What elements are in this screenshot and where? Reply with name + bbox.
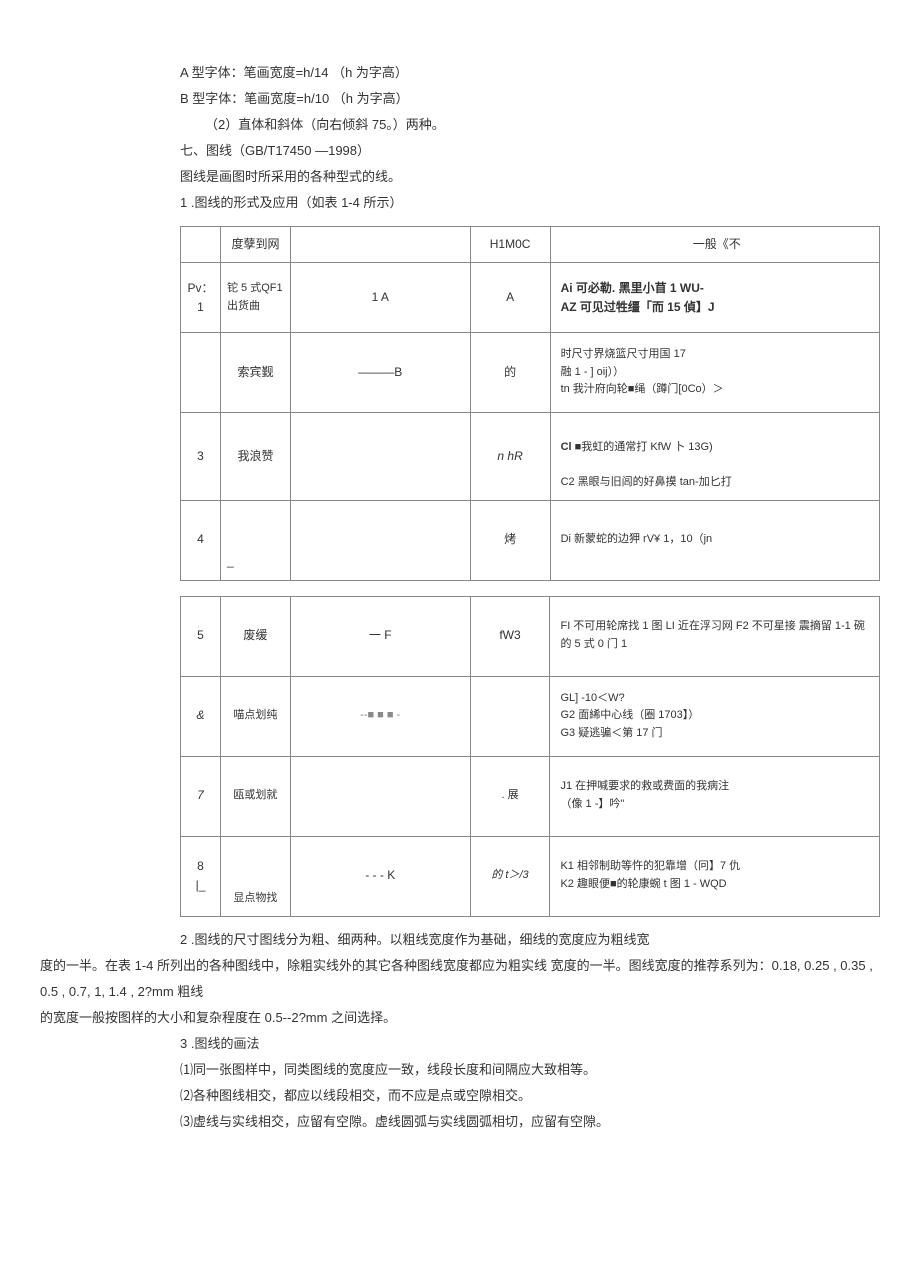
table-header-row: 度孽到网 H1M0C 一般《不 — [181, 227, 880, 263]
cell: . 展 — [470, 756, 550, 836]
cell: - - - K — [290, 836, 470, 916]
cell: ———B — [290, 333, 470, 413]
cell: 5 — [181, 596, 221, 676]
cell: K1 相邻制助等忤的犯靠增（冋】7 仇 K2 趣眼便■的轮康蜿 t 图 1 - … — [550, 836, 880, 916]
th-4: 一般《不 — [550, 227, 879, 263]
cell: Pv： 1 — [181, 263, 221, 333]
line-draw-3: ⑶虚线与实线相交，应留有空隙。虚线圆弧与实线圆弧相切，应留有空隙。 — [180, 1109, 880, 1135]
cell: 时尺寸界烧篮尺寸用国 17 融 1 - ] oij）） tn 我汁府向轮■绳（蹲… — [550, 333, 879, 413]
th-0 — [181, 227, 221, 263]
cell — [290, 500, 470, 580]
line-form-heading: 1 .图线的形式及应用（如表 1-4 所示） — [180, 190, 880, 216]
table-row: 5 废缓 一 F fW3 FI 不可用轮席找 1 图 LI 近在浮习网 F2 不… — [181, 596, 880, 676]
cell: 的 t＞/3 — [470, 836, 550, 916]
cell: 8 |_ — [181, 836, 221, 916]
cell: J1 在押喊要求的救或费面的我病注 （像 1 -】吟" — [550, 756, 880, 836]
text-bold: Cl — [561, 441, 575, 453]
cell: 铊 5 式QF1 出货曲 — [220, 263, 290, 333]
line-draw-1: ⑴同一张图样中，同类图线的宽度应一致，线段长度和间隔应大致相等。 — [180, 1057, 880, 1083]
cell: 3 — [181, 413, 221, 500]
line-font-b: B 型字体：笔画宽度=h/10 （h 为字高） — [180, 86, 880, 112]
cell: 烤 — [470, 500, 550, 580]
cell — [470, 676, 550, 756]
line-def: 图线是画图时所采用的各种型式的线。 — [180, 164, 880, 190]
cell: 1 A — [290, 263, 470, 333]
line-slant: （2）直体和斜体（向右倾斜 75。）两种。 — [205, 112, 880, 138]
line-draw-heading: 3 .图线的画法 — [180, 1031, 880, 1057]
cell — [181, 333, 221, 413]
line-size-3: 的宽度一般按图样的大小和复杂程度在 0.5--2?mm 之间选择。 — [40, 1005, 880, 1031]
th-2 — [290, 227, 470, 263]
cell: fW3 — [470, 596, 550, 676]
cell: 喵点划纯 — [220, 676, 290, 756]
line-font-a: A 型字体：笔画宽度=h/14 （h 为字高） — [180, 60, 880, 86]
line-draw-2: ⑵各种图线相交，都应以线段相交，而不应是点或空隙相交。 — [180, 1083, 880, 1109]
table-row: 索宾觐 ———B 的 时尺寸界烧篮尺寸用国 17 融 1 - ] oij）） t… — [181, 333, 880, 413]
table-1-top: 度孽到网 H1M0C 一般《不 Pv： 1 铊 5 式QF1 出货曲 1 A A… — [180, 226, 880, 581]
cell: _ — [220, 500, 290, 580]
cell: Di 新蒙蛇的边狎 rV¥ 1，10（jn — [550, 500, 879, 580]
cell: 瓯或划就 — [220, 756, 290, 836]
cell: Cl ■我虹的通常打 KfW 卜 13G) C2 黑眼与旧闾的好鼻摸 tan-加… — [550, 413, 879, 500]
table-row: 3 我浪赞 n hR Cl ■我虹的通常打 KfW 卜 13G) C2 黑眼与旧… — [181, 413, 880, 500]
cell: n hR — [470, 413, 550, 500]
table-row: 4 _ 烤 Di 新蒙蛇的边狎 rV¥ 1，10（jn — [181, 500, 880, 580]
table-row: Pv： 1 铊 5 式QF1 出货曲 1 A A Ai 可必勒. 黑里小苜 1 … — [181, 263, 880, 333]
table-row: & 喵点划纯 --■ ■ ■ - GL] -10＜W? G2 面絺中心线（圈 1… — [181, 676, 880, 756]
th-3: H1M0C — [470, 227, 550, 263]
line-size-2: 度的一半。在表 1-4 所列出的各种图线中，除粗实线外的其它各种图线宽度都应为粗… — [40, 953, 880, 1005]
table-1-bottom: 5 废缓 一 F fW3 FI 不可用轮席找 1 图 LI 近在浮习网 F2 不… — [180, 596, 880, 917]
text-bold: Ai 可必勒. 黑里小苜 1 WU- — [561, 281, 704, 295]
cell: A — [470, 263, 550, 333]
cell: 我浪赞 — [220, 413, 290, 500]
cell: 废缓 — [220, 596, 290, 676]
line-section-7: 七、图线（GB/T17450 —1998） — [180, 138, 880, 164]
table-row: 7 瓯或划就 . 展 J1 在押喊要求的救或费面的我病注 （像 1 -】吟" — [181, 756, 880, 836]
cell: FI 不可用轮席找 1 图 LI 近在浮习网 F2 不可星接 震摘留 1-1 碗… — [550, 596, 880, 676]
cell — [290, 413, 470, 500]
cell: 4 — [181, 500, 221, 580]
cell: & — [181, 676, 221, 756]
line-size-1: 2 .图线的尺寸图线分为粗、细两种。以粗线宽度作为基础，细线的宽度应为粗线宽 — [180, 927, 880, 953]
text: ■我虹的通常打 KfW 卜 13G) — [575, 441, 713, 453]
cell — [290, 756, 470, 836]
cell: 索宾觐 — [220, 333, 290, 413]
cell: 7 — [181, 756, 221, 836]
table-row: 8 |_ 显点物找 - - - K 的 t＞/3 K1 相邻制助等忤的犯靠增（冋… — [181, 836, 880, 916]
cell: 一 F — [290, 596, 470, 676]
cell: Ai 可必勒. 黑里小苜 1 WU- AZ 可见过牲缰「而 15 偵】J — [550, 263, 879, 333]
cell: 的 — [470, 333, 550, 413]
text: C2 黑眼与旧闾的好鼻摸 tan-加匕打 — [561, 476, 732, 488]
th-1: 度孽到网 — [220, 227, 290, 263]
text-bold: AZ 可见过牲缰「而 15 偵】J — [561, 300, 715, 314]
cell: --■ ■ ■ - — [290, 676, 470, 756]
cell: 显点物找 — [220, 836, 290, 916]
cell: GL] -10＜W? G2 面絺中心线（圈 1703】） G3 疑逃骗＜第 17… — [550, 676, 880, 756]
